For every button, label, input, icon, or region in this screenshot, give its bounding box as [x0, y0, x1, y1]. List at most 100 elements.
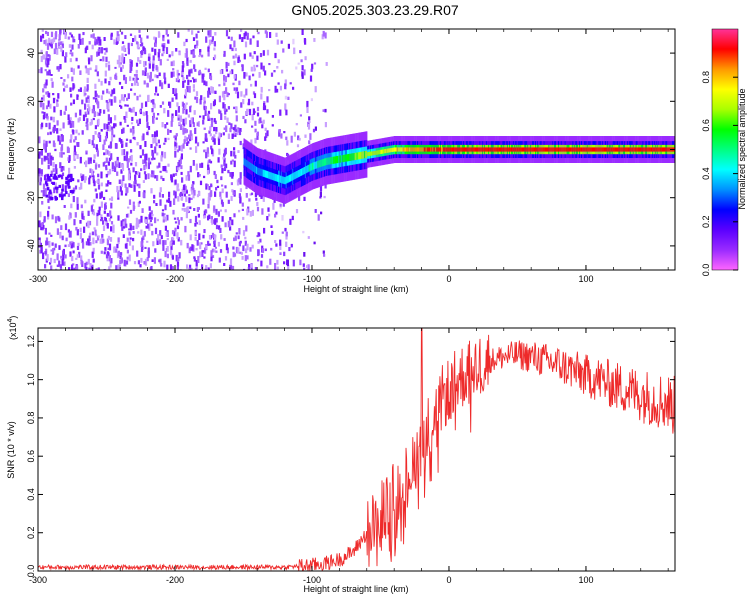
spectrogram-noise-cell: [239, 140, 242, 146]
spectrogram-noise-cell: [256, 112, 260, 117]
spectrogram-noise-cell: [276, 66, 279, 69]
spectrogram-noise-cell: [135, 41, 139, 45]
spectrogram-noise-cell: [92, 117, 95, 121]
spectrogram-signal-cell: [416, 147, 418, 152]
spectrogram-signal-cell: [418, 147, 420, 152]
spectrogram-noise-cell: [129, 59, 132, 62]
spectrogram-signal-cell: [427, 147, 429, 152]
spectrogram-noise-cell: [158, 48, 161, 53]
spectrogram-noise-cell: [278, 130, 281, 137]
spectrogram-signal-cell: [330, 157, 332, 165]
spectrogram-noise-cell: [194, 231, 197, 236]
spectrogram-noise-cell: [194, 69, 197, 72]
spectrogram-noise-cell: [303, 267, 306, 270]
spectrogram-noise-cell: [108, 91, 111, 95]
spectrogram-noise-cell: [164, 137, 167, 143]
spectrogram-noise-cell: [217, 211, 220, 217]
spectrogram-noise-cell: [56, 186, 59, 190]
spectrogram-noise-cell: [131, 245, 134, 251]
spectrogram-noise-cell: [144, 154, 147, 160]
spectrogram-noise-cell: [94, 131, 97, 135]
spectrogram-noise-cell: [153, 257, 156, 264]
spectrogram-noise-cell: [322, 109, 325, 112]
spectrogram-noise-cell: [68, 185, 71, 189]
y-tick-label: 0.2: [26, 526, 36, 539]
spectrogram-signal-cell: [442, 147, 445, 152]
spectrogram-noise-cell: [70, 102, 73, 106]
spectrogram-xlabel: Height of straight line (km): [303, 284, 408, 294]
spectrogram-signal-cell: [501, 147, 503, 152]
spectrogram-noise-cell: [209, 30, 212, 37]
spectrogram-noise-cell: [89, 168, 92, 173]
spectrogram-noise-cell: [151, 78, 154, 82]
spectrogram-noise-cell: [232, 133, 235, 138]
spectrogram-noise-cell: [148, 225, 151, 231]
spectrogram-noise-cell: [137, 57, 140, 62]
spectrogram-signal-cell: [584, 147, 587, 152]
spectrogram-noise-cell: [188, 134, 191, 139]
spectrogram-noise-cell: [323, 254, 326, 257]
spectrogram-noise-cell: [136, 77, 139, 80]
spectrogram-noise-cell: [46, 176, 50, 180]
spectrogram-signal-cell: [647, 147, 649, 152]
spectrogram-noise-cell: [182, 81, 185, 88]
spectrogram-noise-cell: [63, 111, 66, 115]
spectrogram-noise-cell: [167, 110, 170, 117]
spectrogram-noise-cell: [69, 123, 72, 128]
spectrogram-noise-cell: [150, 99, 153, 103]
x-tick-label: -300: [29, 274, 47, 284]
spectrogram-noise-cell: [58, 193, 62, 197]
spectrogram-noise-cell: [166, 58, 169, 61]
spectrogram-noise-cell: [78, 251, 81, 258]
spectrogram-noise-cell: [85, 121, 88, 125]
spectrogram-noise-cell: [156, 175, 159, 181]
spectrogram-noise-cell: [109, 141, 113, 149]
spectrogram-noise-cell: [96, 150, 99, 157]
spectrogram-noise-cell: [49, 159, 53, 166]
spectrogram-signal-cell: [531, 147, 533, 152]
spectrogram-noise-cell: [73, 139, 76, 143]
spectrogram-noise-cell: [259, 53, 263, 58]
spectrogram-noise-cell: [239, 188, 242, 193]
spectrogram-noise-cell: [224, 222, 227, 228]
spectrogram-noise-cell: [165, 170, 168, 173]
spectrogram-noise-cell: [265, 132, 268, 138]
spectrogram-noise-cell: [143, 80, 146, 85]
spectrogram-noise-cell: [122, 221, 125, 227]
spectrogram-noise-cell: [141, 149, 145, 156]
spectrogram-signal-cell: [597, 147, 599, 152]
spectrogram-signal-cell: [574, 147, 576, 152]
spectrogram-noise-cell: [149, 75, 152, 83]
spectrogram-noise-cell: [244, 236, 247, 240]
spectrogram-noise-cell: [69, 190, 73, 193]
spectrogram-noise-cell: [78, 33, 81, 40]
spectrogram-noise-cell: [50, 173, 53, 177]
spectrogram-noise-cell: [188, 194, 191, 197]
spectrogram-noise-cell: [162, 166, 165, 172]
spectrogram-noise-cell: [108, 98, 111, 103]
spectrogram-signal-cell: [522, 147, 524, 152]
spectrogram-noise-cell: [132, 237, 135, 242]
spectrogram-noise-cell: [277, 59, 280, 64]
spectrogram-noise-cell: [257, 259, 260, 262]
spectrogram-signal-cell: [580, 147, 582, 152]
y-tick-label: 40: [26, 48, 36, 58]
spectrogram-noise-cell: [165, 47, 169, 54]
spectrogram-noise-cell: [213, 249, 216, 253]
spectrogram-noise-cell: [179, 158, 182, 165]
spectrogram-noise-cell: [95, 268, 98, 270]
spectrogram-noise-cell: [271, 115, 274, 118]
spectrogram-signal-cell: [552, 147, 554, 152]
spectrogram-noise-cell: [65, 237, 68, 242]
spectrogram-signal-cell: [420, 147, 423, 152]
spectrogram-noise-cell: [227, 93, 230, 96]
spectrogram-noise-cell: [63, 29, 66, 33]
spectrogram-noise-cell: [160, 175, 163, 180]
spectrogram-noise-cell: [193, 208, 196, 211]
spectrogram-noise-cell: [80, 255, 83, 261]
spectrogram-noise-cell: [159, 239, 162, 245]
spectrogram-noise-cell: [146, 122, 149, 128]
spectrogram-signal-cell: [345, 154, 347, 162]
spectrogram-noise-cell: [207, 197, 210, 204]
spectrogram-noise-cell: [130, 108, 133, 113]
